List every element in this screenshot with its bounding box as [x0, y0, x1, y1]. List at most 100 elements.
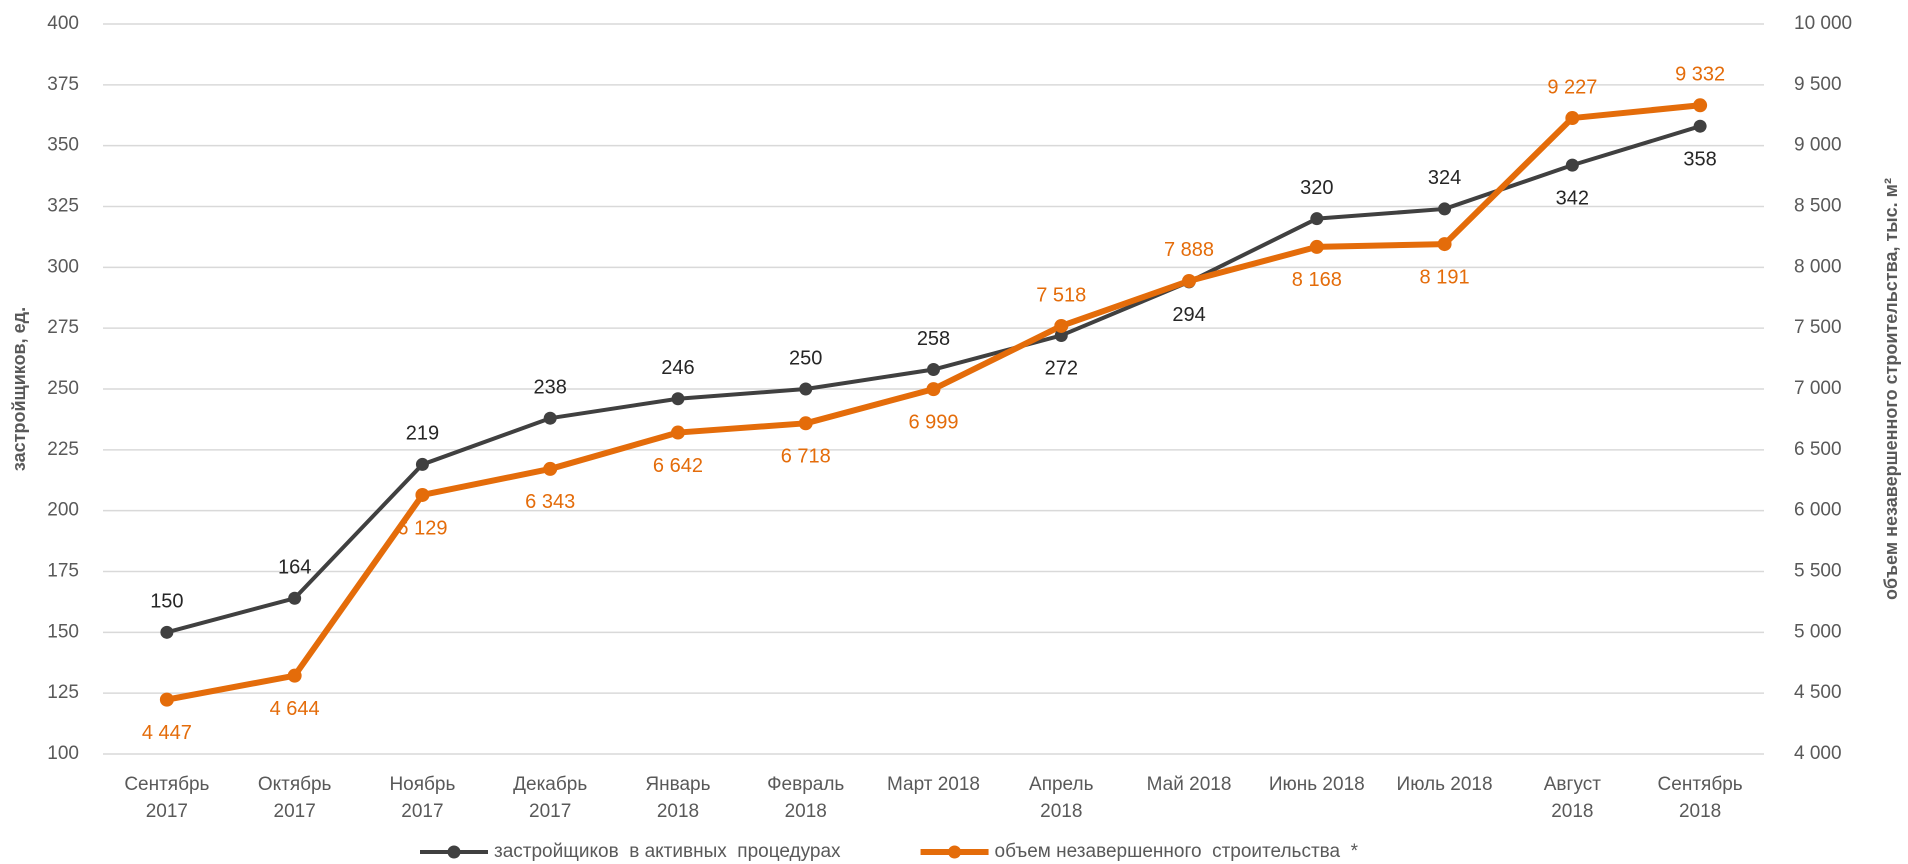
y-tick-label: 275 — [47, 317, 79, 338]
point — [1054, 328, 1068, 342]
point — [415, 487, 430, 502]
point — [1310, 212, 1324, 226]
point — [671, 392, 685, 406]
data-label: 6 343 — [525, 491, 575, 513]
x-tick-label: Январь 2018 — [645, 774, 711, 822]
y2-axis-label: объем незавершенного строительства, тыс.… — [1881, 178, 1901, 600]
x-tick-label: Апрель 2018 — [1029, 774, 1094, 822]
y2-tick-label: 8 500 — [1794, 196, 1842, 217]
data-label: 4 447 — [142, 722, 192, 744]
legend-marker — [948, 845, 962, 859]
point — [543, 411, 557, 425]
point — [799, 382, 813, 396]
x-tick-label: Июнь 2018 — [1268, 774, 1365, 795]
data-label: 8 191 — [1420, 266, 1470, 288]
data-label: 272 — [1045, 358, 1078, 380]
y2-tick-label: 5 500 — [1794, 561, 1842, 582]
y2-tick-label: 6 500 — [1794, 439, 1842, 460]
x-tick-label: Май 2018 — [1146, 774, 1232, 795]
data-label: 9 332 — [1675, 64, 1725, 86]
y-axis-label: застройщиков, ед. — [9, 307, 29, 471]
data-label: 294 — [1172, 304, 1205, 326]
data-label: 358 — [1683, 148, 1716, 170]
data-label: 4 644 — [270, 698, 320, 720]
y2-tick-label: 9 000 — [1794, 135, 1842, 156]
data-label: 219 — [406, 423, 439, 445]
x-tick-label: Декабрь 2017 — [513, 774, 588, 822]
data-label: 246 — [661, 357, 694, 379]
y-tick-label: 400 — [47, 13, 79, 34]
data-label: 320 — [1300, 177, 1333, 199]
y-tick-label: 250 — [47, 378, 79, 399]
data-label: 7 518 — [1036, 284, 1086, 306]
point — [798, 416, 813, 431]
point — [1437, 237, 1452, 252]
data-label: 150 — [150, 591, 183, 613]
x-tick-label: Август 2018 — [1543, 774, 1601, 822]
x-tick-label: Сентябрь 2017 — [124, 774, 210, 822]
data-label: 7 888 — [1164, 239, 1214, 261]
y-tick-label: 375 — [47, 74, 79, 95]
data-label: 258 — [917, 328, 950, 350]
y-tick-label: 225 — [47, 439, 79, 460]
x-tick-label: Июль 2018 — [1396, 774, 1493, 795]
x-tick-label: Ноябрь 2017 — [389, 774, 456, 822]
x-tick-label: Октябрь 2017 — [257, 774, 332, 822]
y2-tick-label: 6 000 — [1794, 500, 1842, 521]
data-label: 238 — [534, 376, 567, 398]
y-tick-label: 150 — [47, 621, 79, 642]
y2-tick-label: 5 000 — [1794, 621, 1842, 642]
y-tick-label: 175 — [47, 561, 79, 582]
legend-marker — [447, 845, 461, 859]
legend-label: объем незавершенного строительства * — [995, 841, 1359, 862]
x-tick-label: Март 2018 — [886, 774, 980, 795]
y-tick-label: 100 — [47, 743, 79, 764]
y2-tick-label: 7 000 — [1794, 378, 1842, 399]
point — [1309, 239, 1324, 254]
point — [159, 692, 174, 707]
point — [288, 591, 302, 605]
y2-tick-label: 4 000 — [1794, 743, 1842, 764]
y-tick-label: 125 — [47, 682, 79, 703]
y2-tick-label: 10 000 — [1794, 13, 1852, 34]
point — [927, 363, 940, 377]
y-tick-label: 300 — [47, 256, 79, 277]
y-tick-label: 200 — [47, 500, 79, 521]
series-line — [166, 124, 1701, 635]
series-line — [166, 102, 1701, 703]
y2-tick-label: 8 000 — [1794, 256, 1842, 277]
point — [1438, 202, 1452, 216]
data-label: 6 718 — [781, 446, 831, 468]
point — [1693, 119, 1707, 133]
x-tick-label: Февраль 2018 — [767, 774, 845, 822]
x-tick-label: Сентябрь 2018 — [1657, 774, 1743, 822]
point — [670, 425, 685, 440]
point — [287, 668, 302, 683]
data-label: 324 — [1428, 167, 1461, 189]
point — [160, 625, 174, 639]
point — [1054, 318, 1069, 333]
point — [1565, 158, 1579, 172]
point — [1182, 273, 1197, 288]
data-label: 342 — [1556, 187, 1589, 209]
data-label: 9 227 — [1547, 76, 1597, 98]
data-label: 164 — [278, 557, 311, 579]
point — [543, 461, 558, 476]
y2-tick-label: 4 500 — [1794, 682, 1842, 703]
point — [926, 382, 941, 397]
data-label: 6 999 — [908, 411, 958, 433]
data-label: 6 642 — [653, 455, 703, 477]
legend-label: застройщиков в активных процедурах — [494, 841, 841, 862]
y2-tick-label: 7 500 — [1794, 317, 1842, 338]
point — [1565, 111, 1580, 126]
y2-tick-label: 9 500 — [1794, 74, 1842, 95]
y-tick-label: 350 — [47, 135, 79, 156]
data-label: 6 129 — [397, 517, 447, 539]
point — [415, 457, 429, 471]
data-label: 250 — [789, 347, 822, 369]
point — [1693, 98, 1708, 113]
y-tick-label: 325 — [47, 196, 79, 217]
data-label: 8 168 — [1292, 269, 1342, 291]
